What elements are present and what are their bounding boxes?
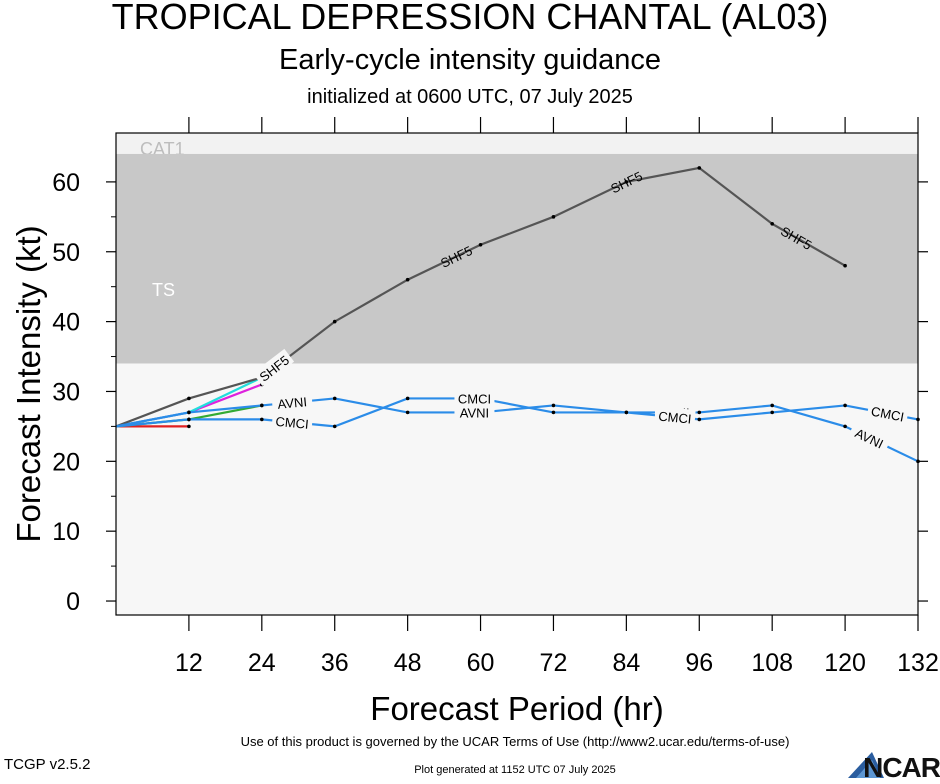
y-tick-label: 50 xyxy=(52,239,80,267)
x-tick-label: 120 xyxy=(824,649,866,677)
band-cat1 xyxy=(116,133,918,154)
series-point xyxy=(332,319,337,324)
series-label: CMCI xyxy=(275,414,309,432)
series-point xyxy=(187,424,191,429)
x-tick-label: 72 xyxy=(540,649,568,677)
axis-ticks xyxy=(106,117,928,631)
series-point xyxy=(770,222,774,226)
x-tick-label: 12 xyxy=(175,649,203,677)
y-tick-label: 60 xyxy=(52,169,80,197)
series-point xyxy=(260,417,264,422)
series-label-bg xyxy=(454,403,495,420)
series-point xyxy=(187,410,191,415)
x-tick-label: 36 xyxy=(321,649,349,677)
series-point xyxy=(551,215,556,219)
series-point xyxy=(551,403,556,408)
x-tick-label: 48 xyxy=(394,649,422,677)
initialization-time: initialized at 0600 UTC, 07 July 2025 xyxy=(307,86,633,108)
y-tick-label: 30 xyxy=(52,378,80,406)
series-label-group: CMCI xyxy=(271,411,313,432)
series-label: AVNI xyxy=(277,394,308,412)
y-axis-label: Forecast Intensity (kt) xyxy=(10,225,47,542)
series-point xyxy=(478,242,483,247)
series-label-group: AVNI xyxy=(271,391,313,412)
band-label: TS xyxy=(152,280,175,300)
series-point xyxy=(551,410,556,415)
series-point xyxy=(624,410,629,415)
series-label-group: CMCI xyxy=(654,406,696,427)
series-line-avni xyxy=(115,397,919,463)
terms-of-use: Use of this product is governed by the U… xyxy=(240,734,790,749)
series-label: CMCI xyxy=(458,391,491,406)
series-label-bg xyxy=(271,411,313,432)
series-label-bg xyxy=(848,421,892,453)
x-tick-label: 132 xyxy=(897,649,939,677)
generated-time: Plot generated at 1152 UTC 07 July 2025 xyxy=(414,764,616,776)
x-tick-label: 108 xyxy=(751,649,793,677)
tick-labels: 12 24 36 48 60 72 84 96 108 120 132 0 10 20 30 40 50 60 xyxy=(52,169,939,677)
series-point xyxy=(843,424,847,429)
x-axis-label: Forecast Period (hr) xyxy=(370,690,663,727)
series-point xyxy=(405,396,410,401)
series-point xyxy=(260,403,264,408)
ncar-logo-text: NCAR xyxy=(863,752,940,783)
series-point xyxy=(187,417,191,422)
plot-frame xyxy=(115,132,919,616)
series-point xyxy=(187,396,191,401)
y-tick-label: 40 xyxy=(52,309,80,337)
series-point xyxy=(332,424,337,429)
series-line-cmci xyxy=(115,397,919,428)
band-ts xyxy=(116,153,918,364)
y-tick-label: 0 xyxy=(66,588,80,616)
series-point xyxy=(843,403,847,408)
series-point xyxy=(405,277,410,282)
band-below-ts xyxy=(116,363,918,615)
series-point xyxy=(770,403,774,408)
series-label: CMCI xyxy=(870,404,905,425)
series-point xyxy=(405,410,410,415)
x-tick-label: 84 xyxy=(612,649,640,677)
series-label-bg xyxy=(271,391,313,412)
series-label-group: CMCI xyxy=(866,400,909,425)
series-label-group: CMCI xyxy=(454,389,495,406)
series-point xyxy=(332,396,337,401)
series-point xyxy=(624,180,629,184)
chart-subtitle: Early-cycle intensity guidance xyxy=(278,44,661,76)
series-labels: SHF5SHF5SHF5SHF5AVNIAVNIAVNIAVNICMCICMCI… xyxy=(252,168,909,453)
y-tick-label: 20 xyxy=(52,448,80,476)
series-label-group: AVNI xyxy=(454,403,495,420)
x-tick-label: 60 xyxy=(467,649,495,677)
version-label: TCGP v2.5.2 xyxy=(4,756,91,773)
ncar-logo: NCAR xyxy=(846,748,940,783)
series-point xyxy=(843,263,847,268)
series-label-bg xyxy=(654,406,696,426)
series-point xyxy=(697,417,702,422)
series-point xyxy=(770,410,774,415)
series-label-bg xyxy=(454,389,495,406)
chart-title: TROPICAL DEPRESSION CHANTAL (AL03) xyxy=(111,0,829,37)
series-label-bg xyxy=(252,348,295,386)
series-point xyxy=(697,166,702,170)
series-lines xyxy=(115,166,920,464)
x-tick-label: 24 xyxy=(248,649,276,677)
series-label: AVNI xyxy=(460,405,489,420)
y-tick-label: 10 xyxy=(52,518,80,546)
series-label: CMCI xyxy=(658,409,692,427)
x-tick-label: 96 xyxy=(685,649,713,677)
series-point xyxy=(697,410,702,415)
series-label-bg xyxy=(866,400,909,425)
ncar-logo-icon xyxy=(848,752,884,778)
